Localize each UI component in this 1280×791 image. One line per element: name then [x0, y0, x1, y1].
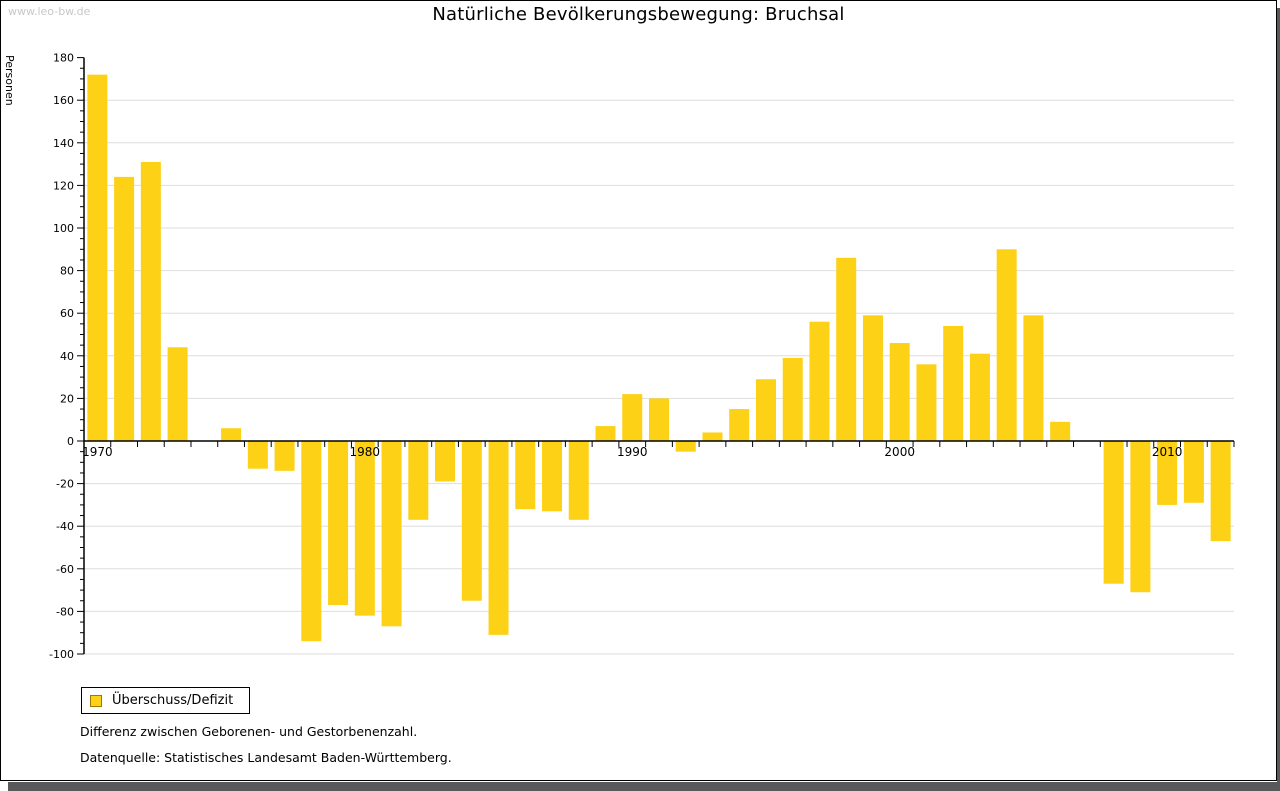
x-tick-label-1990: 1990: [617, 445, 648, 459]
bar-1999: [862, 315, 883, 441]
y-tick-label-40: 40: [60, 350, 74, 363]
bar-1977: [274, 441, 295, 471]
bar-1989: [595, 426, 616, 441]
bar-1998: [836, 257, 857, 441]
footnote-source: Datenquelle: Statistisches Landesamt Bad…: [80, 750, 452, 765]
bar-2003: [969, 353, 990, 441]
x-tick-label-2000: 2000: [884, 445, 915, 459]
legend: Überschuss/Defizit: [81, 687, 250, 714]
y-tick-label-60: 60: [60, 307, 74, 320]
bar-1993: [702, 432, 723, 441]
x-tick-label-2010: 2010: [1152, 445, 1183, 459]
window-shadow-right: [1277, 8, 1280, 791]
bar-1973: [167, 347, 188, 441]
bar-1975: [221, 428, 242, 441]
bar-1972: [140, 161, 161, 441]
legend-swatch-icon: [90, 694, 102, 707]
y-axis-title: Personen: [3, 55, 16, 106]
bar-1992: [675, 441, 696, 452]
bar-2006: [1050, 421, 1071, 441]
watermark: www.leo-bw.de: [8, 5, 91, 18]
bar-1981: [381, 441, 402, 627]
bar-1984: [461, 441, 482, 601]
bar-1976: [247, 441, 268, 469]
bar-2000: [889, 343, 910, 441]
bar-1991: [649, 398, 669, 441]
x-tick-label-1970: 1970: [82, 445, 113, 459]
x-tick-label-1980: 1980: [350, 445, 381, 459]
bar-2008: [1103, 441, 1124, 584]
bar-1997: [809, 321, 830, 441]
bar-1979: [328, 441, 349, 606]
bar-1995: [755, 379, 776, 441]
bar-2011: [1183, 441, 1204, 503]
bar-1982: [408, 441, 429, 520]
bar-2004: [996, 249, 1017, 441]
bar-2012: [1210, 441, 1231, 542]
page-title: Natürliche Bevölkerungsbewegung: Bruchsa…: [432, 4, 845, 25]
bar-1980: [354, 441, 375, 616]
bar-1988: [568, 441, 589, 520]
y-tick-label-180: 180: [53, 52, 74, 65]
window-shadow-bottom: [8, 782, 1280, 791]
y-tick-label-140: 140: [53, 137, 74, 150]
bar-1970: [87, 74, 108, 441]
y-tick-label-120: 120: [53, 179, 74, 192]
bar-1987: [542, 441, 563, 512]
y-tick-label-80: 80: [60, 265, 74, 278]
y-tick-label-160: 160: [53, 94, 74, 107]
bar-2010: [1157, 441, 1178, 505]
bar-2001: [916, 364, 937, 441]
y-tick-label-20: 20: [60, 392, 74, 405]
bar-2002: [943, 325, 964, 441]
bar-2005: [1023, 315, 1044, 441]
bar-1986: [515, 441, 536, 510]
legend-label: Überschuss/Defizit: [112, 693, 234, 708]
y-tick-label-0: 0: [67, 435, 74, 448]
y-tick-label-100: 100: [53, 222, 74, 235]
footnote-definition: Differenz zwischen Geborenen- und Gestor…: [80, 724, 418, 739]
bar-1985: [488, 441, 509, 635]
y-tick-label--20: -20: [56, 478, 74, 491]
bar-2009: [1130, 441, 1151, 593]
y-tick-label--40: -40: [56, 520, 74, 533]
bar-1978: [301, 441, 322, 642]
bar-1983: [435, 441, 456, 482]
bar-1971: [114, 176, 135, 441]
y-tick-label--60: -60: [56, 563, 74, 576]
bar-1994: [729, 409, 750, 441]
y-tick-label--100: -100: [49, 648, 74, 661]
bar-1990: [622, 394, 643, 441]
y-tick-label--80: -80: [56, 605, 74, 618]
bar-1996: [782, 357, 803, 441]
